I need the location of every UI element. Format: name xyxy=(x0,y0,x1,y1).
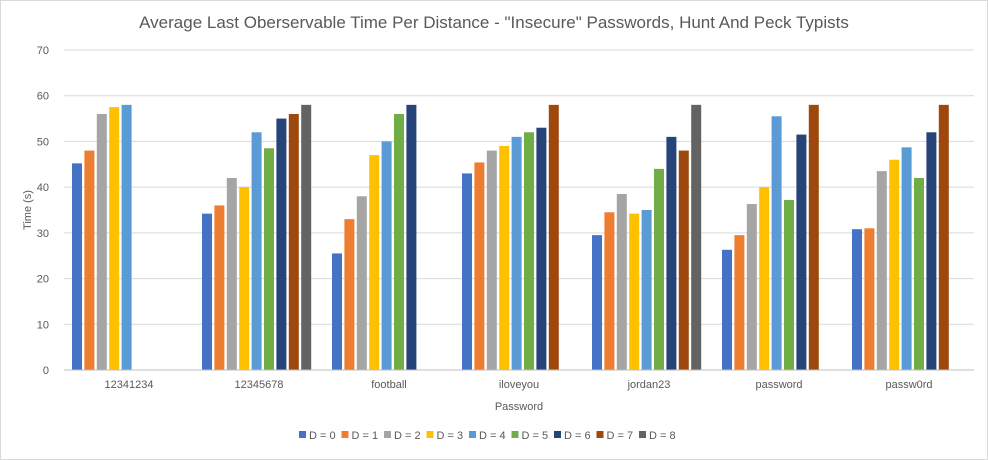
legend-swatch xyxy=(639,431,646,438)
bar xyxy=(536,127,547,370)
legend-swatch xyxy=(554,431,561,438)
legend-swatch xyxy=(299,431,306,438)
bar xyxy=(926,132,937,370)
x-tick-label: passw0rd xyxy=(885,379,932,391)
bar xyxy=(524,132,534,370)
bar xyxy=(356,196,367,370)
x-tick-label: jordan23 xyxy=(627,379,671,391)
bar xyxy=(72,163,82,370)
bar xyxy=(938,104,949,370)
bar xyxy=(746,204,757,370)
bar xyxy=(914,178,924,370)
y-tick-label: 60 xyxy=(37,91,49,103)
legend-swatch xyxy=(341,431,349,438)
bar xyxy=(629,213,640,370)
y-tick-label: 20 xyxy=(37,274,49,286)
bar xyxy=(344,219,355,370)
x-tick-label: football xyxy=(371,379,406,391)
bar xyxy=(264,148,274,370)
bar xyxy=(369,155,380,370)
legend-label: D = 6 xyxy=(564,430,591,442)
y-tick-label: 10 xyxy=(37,319,49,331)
legend: D = 0 D = 1 D = 2 D = 3 D = 4 D = 5 D = 6 D = 7… xyxy=(299,430,676,442)
legend-label: D = 7 xyxy=(607,430,634,442)
bar xyxy=(381,141,392,370)
bar xyxy=(654,168,664,370)
bar xyxy=(901,147,912,370)
bar xyxy=(796,134,807,370)
bar xyxy=(251,132,262,370)
bar xyxy=(214,205,225,370)
bar xyxy=(394,114,404,370)
bar xyxy=(616,194,627,370)
bar xyxy=(691,104,702,370)
bar xyxy=(604,212,615,370)
legend-label: D = 8 xyxy=(649,430,676,442)
legend-swatch xyxy=(511,431,519,438)
x-axis-title: Password xyxy=(495,401,543,413)
bar xyxy=(592,235,602,370)
bar xyxy=(666,136,677,370)
legend-label: D = 4 xyxy=(479,430,506,442)
bar xyxy=(808,104,819,370)
bar xyxy=(486,150,497,370)
bar xyxy=(84,150,95,370)
bar xyxy=(499,146,510,370)
bar xyxy=(722,249,732,370)
chart-title: Average Last Oberservable Time Per Dista… xyxy=(139,13,849,32)
bar xyxy=(226,178,237,370)
bar xyxy=(301,104,312,370)
legend-label: D = 3 xyxy=(437,430,464,442)
x-axis-ticks: 12341234 12345678 football iloveyou jordan23… xyxy=(105,379,933,391)
bar xyxy=(202,213,212,370)
bar xyxy=(332,253,342,370)
bar xyxy=(121,104,132,370)
y-tick-label: 70 xyxy=(37,45,49,57)
bar xyxy=(548,104,559,370)
x-tick-label: 12345678 xyxy=(235,379,284,391)
bar xyxy=(511,136,522,370)
legend-swatch xyxy=(384,431,391,438)
legend-label: D = 5 xyxy=(522,430,549,442)
y-tick-label: 30 xyxy=(37,228,49,240)
legend-swatch xyxy=(596,431,604,438)
y-tick-label: 0 xyxy=(43,365,49,377)
bar xyxy=(864,228,875,370)
x-tick-label: iloveyou xyxy=(499,379,539,391)
bars xyxy=(72,104,949,371)
bar xyxy=(96,114,107,370)
legend-label: D = 2 xyxy=(394,430,421,442)
bar xyxy=(288,114,299,370)
bar xyxy=(678,150,689,370)
y-axis-ticks: 0 10 20 30 40 50 60 70 xyxy=(37,45,49,377)
x-tick-label: 12341234 xyxy=(105,379,154,391)
bar xyxy=(734,235,745,370)
bar xyxy=(784,199,794,370)
legend-swatch xyxy=(426,431,434,438)
y-tick-label: 40 xyxy=(37,182,49,194)
bar xyxy=(771,116,782,371)
legend-label: D = 1 xyxy=(352,430,379,442)
bar xyxy=(406,104,417,370)
bar xyxy=(474,162,485,370)
bar xyxy=(462,173,472,370)
bar xyxy=(889,159,900,370)
bar xyxy=(876,171,887,370)
y-axis-title: Time (s) xyxy=(22,190,34,230)
legend-label: D = 0 xyxy=(309,430,336,442)
bar xyxy=(852,229,862,370)
bar xyxy=(759,187,770,370)
bar xyxy=(276,118,287,370)
x-tick-label: password xyxy=(755,379,802,391)
legend-swatch xyxy=(469,431,476,438)
bar xyxy=(641,210,652,370)
y-tick-label: 50 xyxy=(37,136,49,148)
bar xyxy=(109,107,120,371)
bar xyxy=(239,187,250,370)
